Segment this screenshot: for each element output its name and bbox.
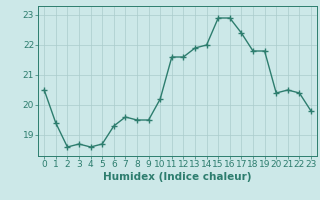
- X-axis label: Humidex (Indice chaleur): Humidex (Indice chaleur): [103, 172, 252, 182]
